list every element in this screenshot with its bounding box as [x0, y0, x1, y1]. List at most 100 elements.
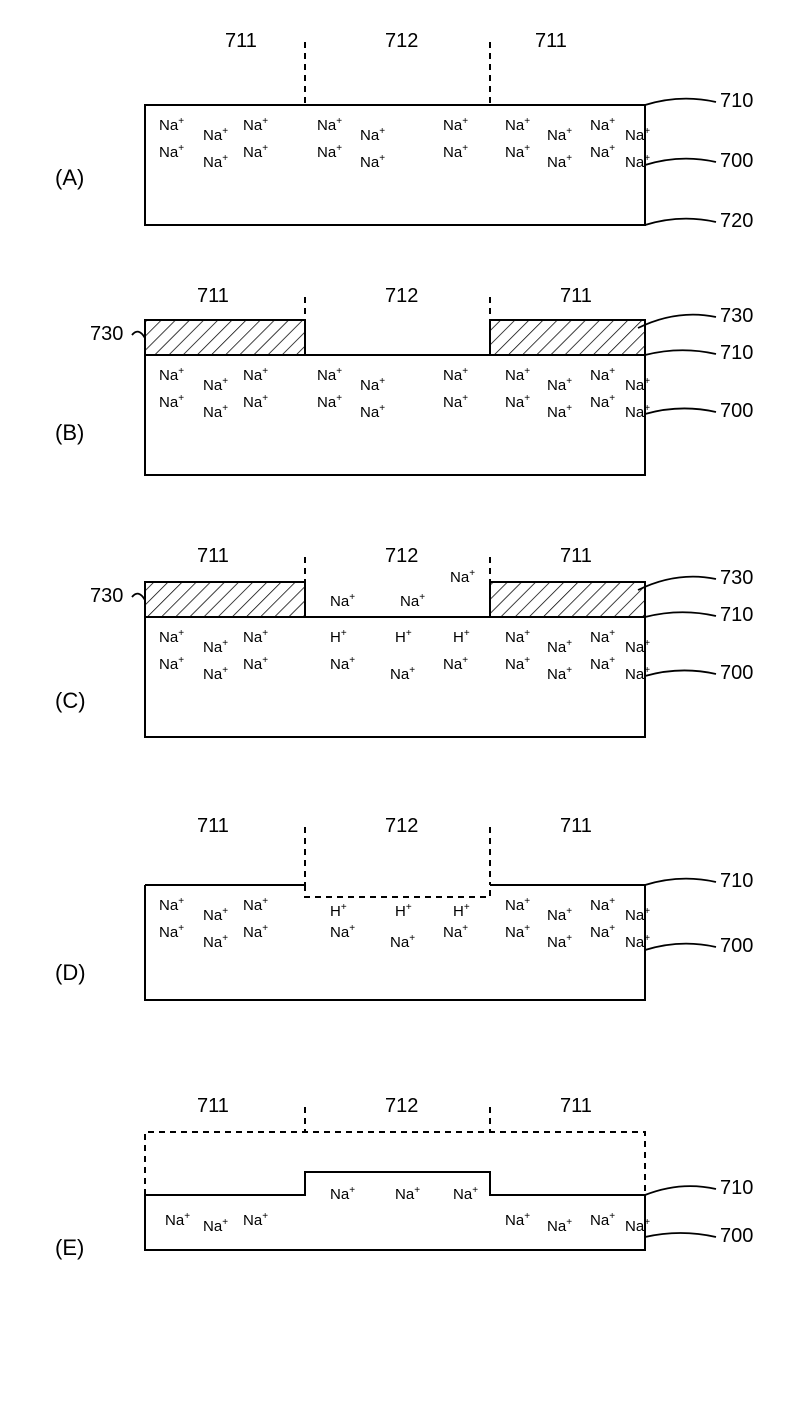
ion-na: Na+	[360, 153, 385, 171]
region-num: 712	[385, 815, 418, 838]
ion-na: Na+	[330, 592, 355, 610]
ion-na: Na+	[625, 665, 650, 683]
ion-na: Na+	[360, 403, 385, 421]
ion-na: Na+	[243, 393, 268, 411]
ion-na: Na+	[505, 116, 530, 134]
ion-na: Na+	[625, 376, 650, 394]
region-num: 711	[535, 30, 567, 53]
ion-na: Na+	[159, 393, 184, 411]
ion-na: Na+	[505, 393, 530, 411]
callout: 700	[720, 935, 753, 958]
ion-na: Na+	[203, 665, 228, 683]
ion-na: Na+	[505, 143, 530, 161]
region-num: 712	[385, 545, 418, 568]
callout: 720	[720, 210, 753, 233]
region-num: 711	[225, 30, 257, 53]
ion-na: Na+	[203, 1217, 228, 1235]
ion-na: Na+	[243, 896, 268, 914]
ion-na: Na+	[625, 126, 650, 144]
panel-letter-E: (E)	[55, 1235, 84, 1261]
ion-na: Na+	[547, 906, 572, 924]
callout: 700	[720, 150, 753, 173]
ion-na: Na+	[625, 638, 650, 656]
ion-na: Na+	[590, 143, 615, 161]
diagram-page: (A) 711 712 711 710 700 720 Na+ Na+ Na+ Na+ Na+ Na+ N…	[0, 0, 800, 1403]
ion-na: Na+	[547, 665, 572, 683]
ion-na: Na+	[317, 366, 342, 384]
ion-na: Na+	[625, 906, 650, 924]
ion-na: Na+	[317, 143, 342, 161]
ion-h: H+	[453, 628, 470, 646]
region-num: 711	[197, 545, 229, 568]
ion-na: Na+	[547, 1217, 572, 1235]
callout: 730	[720, 305, 753, 328]
callout: 710	[720, 1177, 753, 1200]
ion-na: Na+	[590, 655, 615, 673]
ion-na: Na+	[505, 923, 530, 941]
ion-na: Na+	[590, 393, 615, 411]
region-num: 711	[560, 1095, 592, 1118]
ion-na: Na+	[547, 933, 572, 951]
callout: 710	[720, 90, 753, 113]
callout: 710	[720, 604, 753, 627]
ion-na: Na+	[505, 655, 530, 673]
ion-na: Na+	[590, 116, 615, 134]
ion-na: Na+	[547, 403, 572, 421]
ion-na: Na+	[505, 1211, 530, 1229]
callout: 710	[720, 342, 753, 365]
ion-na: Na+	[443, 923, 468, 941]
ion-na: Na+	[505, 896, 530, 914]
ion-h: H+	[395, 628, 412, 646]
ion-na: Na+	[590, 366, 615, 384]
ion-na: Na+	[203, 906, 228, 924]
ion-na: Na+	[159, 896, 184, 914]
ion-h: H+	[330, 902, 347, 920]
ion-na: Na+	[159, 628, 184, 646]
ion-na: Na+	[590, 896, 615, 914]
ion-na: Na+	[243, 116, 268, 134]
ion-na: Na+	[165, 1211, 190, 1229]
ion-na: Na+	[625, 403, 650, 421]
ion-na: Na+	[243, 655, 268, 673]
callout: 730	[720, 567, 753, 590]
ion-na: Na+	[443, 393, 468, 411]
ion-na: Na+	[547, 126, 572, 144]
ion-na: Na+	[443, 366, 468, 384]
ion-na: Na+	[243, 1211, 268, 1229]
region-num: 711	[197, 815, 229, 838]
ion-na: Na+	[203, 153, 228, 171]
callout: 700	[720, 400, 753, 423]
ion-na: Na+	[330, 923, 355, 941]
region-num: 712	[385, 1095, 418, 1118]
callout: 710	[720, 870, 753, 893]
ion-na: Na+	[203, 933, 228, 951]
ion-na: Na+	[590, 1211, 615, 1229]
callout: 730	[90, 585, 123, 608]
ion-na: Na+	[390, 933, 415, 951]
region-num: 712	[385, 30, 418, 53]
ion-na: Na+	[590, 923, 615, 941]
region-num: 711	[197, 285, 229, 308]
region-num: 711	[560, 545, 592, 568]
ion-na: Na+	[243, 923, 268, 941]
ion-h: H+	[395, 902, 412, 920]
ion-h: H+	[330, 628, 347, 646]
ion-na: Na+	[400, 592, 425, 610]
ion-na: Na+	[505, 366, 530, 384]
ion-na: Na+	[450, 568, 475, 586]
ion-na: Na+	[317, 116, 342, 134]
panel-letter-A: (A)	[55, 165, 84, 191]
ion-h: H+	[453, 902, 470, 920]
ion-na: Na+	[547, 153, 572, 171]
ion-na: Na+	[590, 628, 615, 646]
ion-na: Na+	[390, 665, 415, 683]
ion-na: Na+	[159, 116, 184, 134]
ion-na: Na+	[360, 126, 385, 144]
panel-letter-C: (C)	[55, 688, 86, 714]
ion-na: Na+	[317, 393, 342, 411]
ion-na: Na+	[203, 638, 228, 656]
region-num: 711	[560, 815, 592, 838]
ion-na: Na+	[360, 376, 385, 394]
region-num: 712	[385, 285, 418, 308]
ion-na: Na+	[453, 1185, 478, 1203]
